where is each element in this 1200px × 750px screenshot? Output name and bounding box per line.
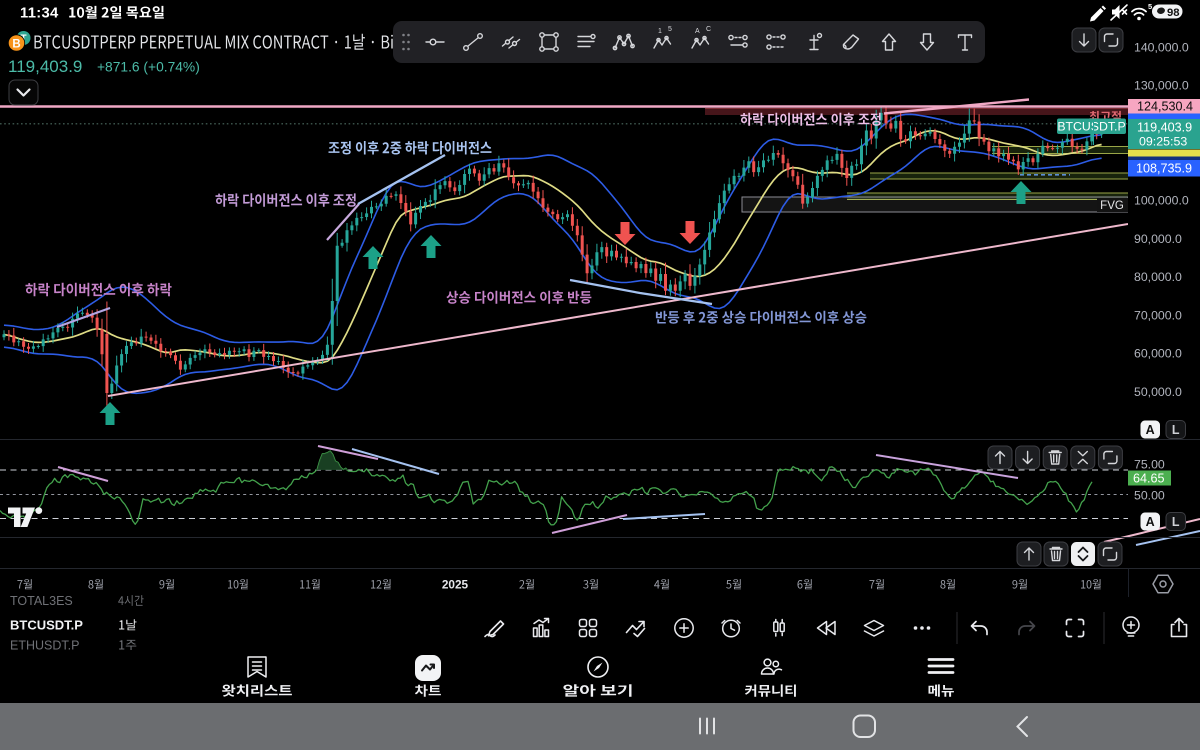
svg-text:119,403.9: 119,403.9 — [8, 57, 82, 76]
svg-text:140,000.0: 140,000.0 — [1134, 40, 1189, 54]
svg-text:64.65: 64.65 — [1133, 472, 1165, 486]
svg-text:5: 5 — [668, 26, 672, 33]
svg-text:ETHUSDT.P: ETHUSDT.P — [10, 639, 79, 653]
svg-text:C: C — [706, 26, 711, 33]
svg-text:BTCUSDT.P: BTCUSDT.P — [10, 618, 83, 633]
svg-text:A: A — [1146, 515, 1155, 529]
svg-text:L: L — [1172, 423, 1180, 437]
svg-text:70,000.0: 70,000.0 — [1134, 308, 1182, 322]
svg-text:50,000.0: 50,000.0 — [1134, 385, 1182, 399]
svg-text:2025: 2025 — [442, 578, 469, 592]
svg-text:50.00: 50.00 — [1134, 488, 1165, 502]
svg-text:98: 98 — [1167, 7, 1180, 19]
svg-text:60,000.0: 60,000.0 — [1134, 347, 1182, 361]
svg-text:09:25:53: 09:25:53 — [1139, 135, 1187, 149]
svg-text:108,735.9: 108,735.9 — [1136, 162, 1192, 176]
svg-text:130,000.0: 130,000.0 — [1134, 79, 1189, 93]
svg-text:124,530.4: 124,530.4 — [1137, 100, 1193, 114]
svg-text:80,000.0: 80,000.0 — [1134, 270, 1182, 284]
svg-text:119,403.9: 119,403.9 — [1137, 121, 1192, 135]
svg-text:A: A — [695, 28, 700, 35]
svg-text:100,000.0: 100,000.0 — [1134, 194, 1189, 208]
svg-text:BTCUSDT.P: BTCUSDT.P — [1057, 120, 1125, 134]
svg-text:1: 1 — [658, 28, 662, 35]
svg-text:B: B — [12, 38, 20, 50]
svg-text:L: L — [1172, 515, 1180, 529]
svg-text:90,000.0: 90,000.0 — [1134, 232, 1182, 246]
svg-text:75.00: 75.00 — [1134, 457, 1165, 471]
svg-text:TOTAL3ES: TOTAL3ES — [10, 594, 73, 608]
svg-text:11:34: 11:34 — [20, 6, 59, 22]
svg-text:A: A — [1146, 423, 1155, 437]
svg-text:5: 5 — [1148, 2, 1152, 11]
svg-text:+871.6 (+0.74%): +871.6 (+0.74%) — [97, 60, 200, 75]
svg-text:FVG: FVG — [1100, 200, 1124, 212]
